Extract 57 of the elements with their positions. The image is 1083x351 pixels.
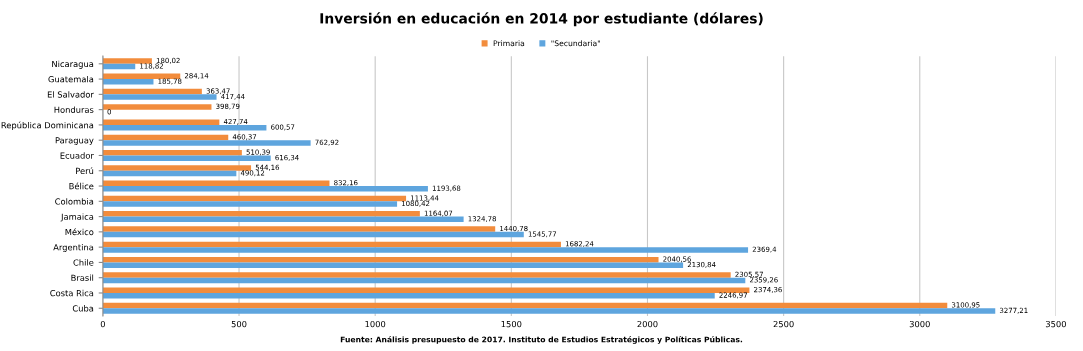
x-tick-label: 2500 bbox=[773, 320, 794, 328]
bar bbox=[102, 170, 237, 177]
bar bbox=[102, 302, 948, 309]
y-tick-label: Chile bbox=[73, 259, 94, 266]
y-tick-label: Bélice bbox=[69, 182, 94, 190]
x-tick-label: 3500 bbox=[1045, 320, 1066, 328]
bar bbox=[102, 149, 242, 156]
bar bbox=[102, 272, 731, 278]
bar bbox=[102, 155, 271, 161]
bar bbox=[102, 247, 749, 253]
y-tick-label: Jamaica bbox=[60, 213, 94, 222]
bar bbox=[102, 277, 746, 284]
bar bbox=[102, 88, 202, 95]
x-tick-label: 1500 bbox=[501, 320, 522, 328]
y-tick-label: Ecuador bbox=[60, 152, 94, 159]
bar bbox=[102, 231, 524, 238]
bar bbox=[102, 180, 330, 187]
bar bbox=[102, 201, 398, 207]
bar bbox=[102, 119, 220, 125]
x-tick-label: 0 bbox=[100, 320, 105, 328]
x-tick-label: 500 bbox=[231, 320, 247, 328]
bar bbox=[102, 287, 750, 293]
bar bbox=[102, 79, 154, 85]
x-tick-label: 3000 bbox=[909, 320, 930, 328]
bar bbox=[102, 134, 229, 141]
bar bbox=[102, 292, 715, 299]
chart-title: Inversión en educación en 2014 por estudiante (dólares) bbox=[320, 12, 763, 27]
y-tick-label: Colombia bbox=[55, 198, 94, 205]
y-tick-label: Nicaragua bbox=[52, 60, 94, 69]
y-tick-label: Paraguay bbox=[55, 137, 94, 146]
bar bbox=[102, 195, 407, 202]
y-tick-label: Brasil bbox=[71, 274, 94, 281]
y-tick-label: República Dominicana bbox=[1, 121, 94, 130]
bar bbox=[102, 165, 252, 171]
y-tick-label: Argentina bbox=[53, 243, 94, 253]
bar bbox=[102, 124, 267, 131]
bar bbox=[102, 140, 311, 146]
x-tick-label: 2000 bbox=[637, 320, 658, 328]
y-tick-label: Perú bbox=[76, 167, 94, 175]
bar bbox=[102, 104, 212, 110]
y-tick-label: Guatemala bbox=[48, 75, 94, 83]
bar bbox=[102, 58, 152, 64]
bar bbox=[102, 211, 420, 217]
bar bbox=[102, 256, 659, 263]
bar bbox=[102, 241, 561, 248]
y-tick-label: Cuba bbox=[72, 305, 94, 312]
y-tick-label: El Salvador bbox=[47, 91, 94, 98]
y-tick-label: México bbox=[65, 228, 94, 236]
bar bbox=[102, 226, 496, 232]
bar bbox=[102, 94, 217, 100]
y-tick-label: Honduras bbox=[54, 106, 94, 113]
bar bbox=[102, 186, 428, 192]
bar bbox=[102, 308, 996, 314]
bar bbox=[102, 216, 464, 223]
x-tick-label: 1000 bbox=[365, 320, 386, 328]
bar bbox=[102, 262, 684, 268]
y-tick-label: Costa Rica bbox=[50, 289, 94, 297]
